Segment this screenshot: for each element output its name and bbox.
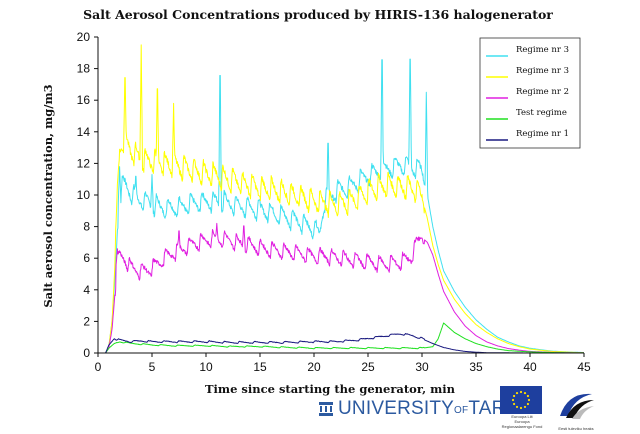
eu-caption-1: Euroopa Liit xyxy=(511,414,533,419)
eu-star-icon xyxy=(519,390,523,394)
series-line-3 xyxy=(97,222,585,354)
x-tick-label: 20 xyxy=(307,360,321,374)
eu-star-icon xyxy=(515,405,519,409)
eu-caption-2: Euroopa xyxy=(514,419,530,424)
y-tick-label: 18 xyxy=(77,62,91,76)
eu-flag-icon xyxy=(500,386,542,414)
x-tick-label: 15 xyxy=(253,360,267,374)
y-tick-label: 20 xyxy=(77,30,91,44)
eu-star-icon xyxy=(512,394,516,398)
eu-star-icon xyxy=(527,398,531,402)
y-tick-label: 8 xyxy=(83,220,90,234)
legend: Regime nr 3 Regime nr 3 Regime nr 2 Test re… xyxy=(479,37,581,149)
series-line-2 xyxy=(97,44,585,354)
x-tick-label: 30 xyxy=(415,360,429,374)
series-layer xyxy=(97,44,585,354)
series-line-1 xyxy=(97,58,585,354)
eu-star-icon xyxy=(512,402,516,406)
y-tick-label: 16 xyxy=(77,93,91,107)
legend-entry: Regime nr 3 xyxy=(516,66,569,76)
y-tick-label: 14 xyxy=(77,125,91,139)
x-tick-label: 5 xyxy=(149,360,156,374)
eu-star-icon xyxy=(526,394,530,398)
x-tick-label: 0 xyxy=(95,360,102,374)
university-logo: UNIVERSITYOFTARTU xyxy=(318,398,531,420)
eu-star-icon xyxy=(519,406,523,410)
x-tick-label: 45 xyxy=(577,360,591,374)
y-tick-label: 6 xyxy=(83,251,90,265)
estonia-logo: Eesti tuleviku heaks xyxy=(556,388,596,432)
legend-entry: Regime nr 1 xyxy=(516,129,569,139)
x-tick-label: 25 xyxy=(361,360,375,374)
eu-logo: Euroopa Liit Euroopa Regionaalarengu Fon… xyxy=(500,386,544,432)
university-emblem-icon xyxy=(318,402,334,416)
eu-star-icon xyxy=(523,391,527,395)
legend-entry: Test regime xyxy=(516,108,567,118)
y-tick-label: 0 xyxy=(83,346,90,360)
eu-star-icon xyxy=(511,398,515,402)
y-tick-label: 2 xyxy=(83,314,90,328)
estonia-caption: Eesti tuleviku heaks xyxy=(558,426,594,431)
y-axis-label: Salt aerosol concentration, mg/m3 xyxy=(41,84,55,307)
x-axis-label: Time since starting the generator, min xyxy=(205,382,456,396)
y-tick-label: 12 xyxy=(77,156,91,170)
eu-star-icon xyxy=(515,391,519,395)
y-tick-label: 4 xyxy=(83,283,90,297)
eu-star-icon xyxy=(523,405,527,409)
x-tick-label: 10 xyxy=(199,360,213,374)
legend-entry: Regime nr 2 xyxy=(516,87,569,97)
eu-star-icon xyxy=(526,402,530,406)
y-tick-label: 10 xyxy=(77,188,91,202)
axes-layer: 0 5 10 15 20 25 30 35 40 45 0 2 4 6 8 10 12 14 16 18 20 xyxy=(77,30,591,374)
x-tick-label: 35 xyxy=(469,360,483,374)
eu-caption-3: Regionaalarengu Fond xyxy=(501,424,543,429)
estonia-swoosh-icon xyxy=(560,393,594,419)
legend-entry: Regime nr 3 xyxy=(516,45,569,55)
x-tick-label: 40 xyxy=(523,360,537,374)
series-line-4 xyxy=(97,322,585,354)
chart-title: Salt Aerosol Concentrations produced by … xyxy=(83,7,553,22)
